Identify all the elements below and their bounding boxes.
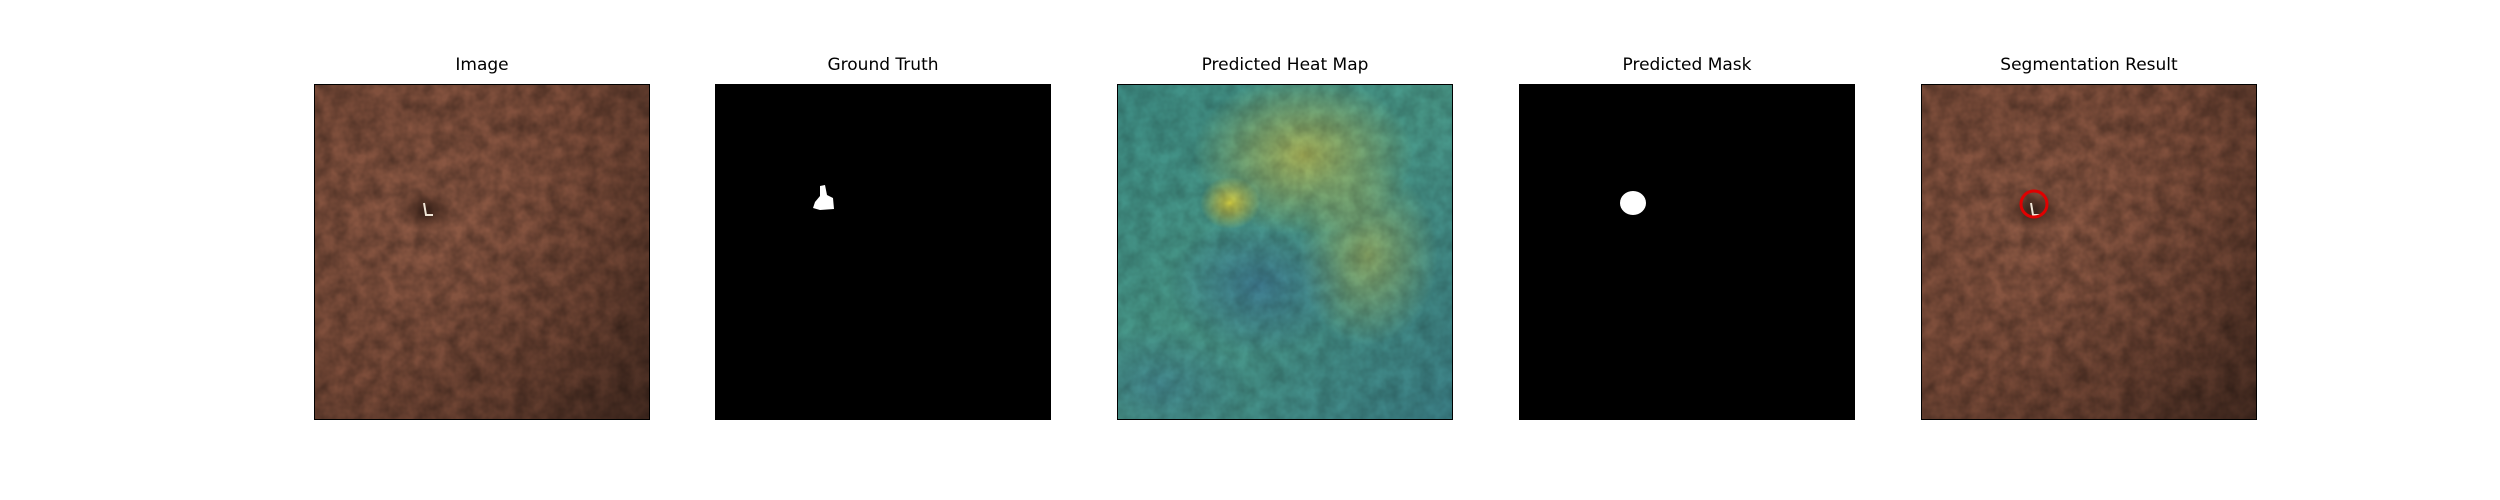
- defect-shadow: [399, 189, 455, 233]
- panel-title: Ground Truth: [827, 55, 939, 75]
- panel-title: Image: [455, 55, 509, 75]
- heat-map: [1117, 84, 1453, 420]
- leather-texture: [315, 85, 649, 419]
- panel-title: Predicted Heat Map: [1201, 55, 1369, 75]
- leather-image: [314, 84, 650, 420]
- panel-title: Predicted Mask: [1622, 55, 1752, 75]
- segmentation-outline: [2019, 189, 2049, 219]
- segmentation-image: [1921, 84, 2257, 420]
- predicted-region: [1620, 191, 1646, 215]
- ground-truth-region: [813, 185, 834, 210]
- panel-title: Segmentation Result: [2000, 55, 2178, 75]
- defect-cut: [423, 202, 433, 216]
- ground-truth-mask: [715, 84, 1051, 420]
- predicted-mask: [1519, 84, 1855, 420]
